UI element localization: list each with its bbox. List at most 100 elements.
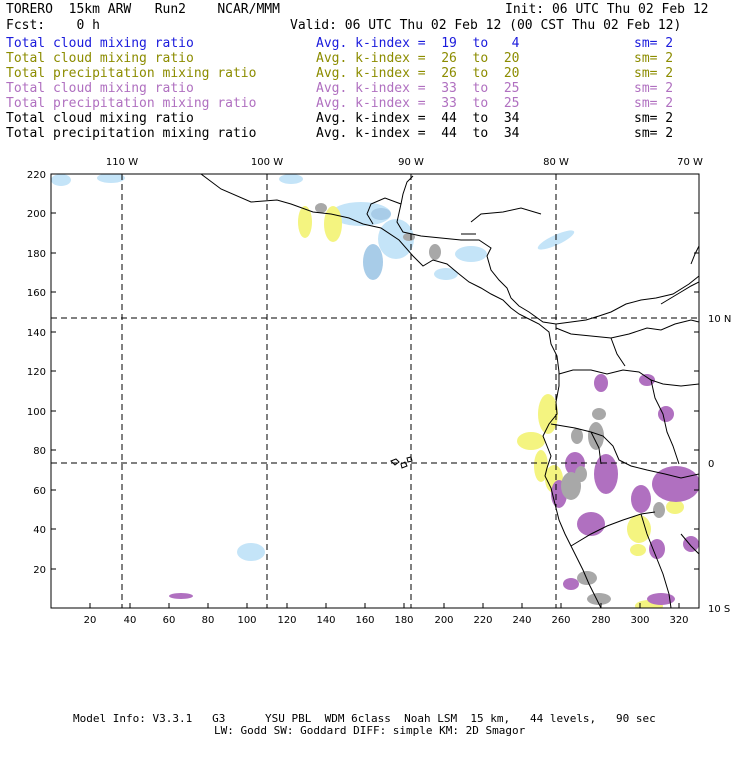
cloud-patch — [571, 428, 583, 444]
cloud-grey-layer — [315, 203, 665, 605]
cloud-blue-layer — [363, 208, 391, 280]
cloud-patch — [315, 203, 327, 213]
cloud-patch — [324, 206, 342, 242]
legend-row: Total precipitation mixing ratio Avg. k-… — [6, 66, 736, 81]
legend-variable: Total cloud mixing ratio — [6, 111, 194, 126]
cloud-patch — [538, 394, 558, 434]
cloud-patch — [587, 593, 611, 605]
forecast-hour: Fcst: 0 h — [6, 18, 100, 33]
cloud-patch — [639, 374, 655, 386]
legend-k-index: Avg. k-index = 26 to 20 — [316, 51, 520, 66]
legend-row: Total cloud mixing ratio Avg. k-index = … — [6, 51, 736, 66]
cloud-patch — [575, 466, 587, 482]
legend-smoothing: sm= 2 — [634, 111, 674, 126]
cloud-patch — [683, 536, 699, 552]
legend-variable: Total precipitation mixing ratio — [6, 66, 257, 81]
cloud-patch — [363, 244, 383, 280]
lat-label: 10 S — [708, 604, 730, 615]
cloud-patch — [630, 544, 646, 556]
cloud-patch — [594, 374, 608, 392]
cloud-patch — [378, 219, 414, 259]
legend-variable: Total cloud mixing ratio — [6, 81, 194, 96]
model-info: Model Info: V3.3.1 G3 YSU PBL WDM 6class… — [73, 712, 656, 725]
y-tick-label: 100 — [27, 407, 46, 418]
y-tick-label: 80 — [33, 446, 46, 457]
legend-row: Total cloud mixing ratio Avg. k-index = … — [6, 111, 736, 126]
cloud-patch — [647, 593, 675, 605]
map-frame — [50, 173, 700, 609]
y-tick-label: 60 — [33, 486, 46, 497]
x-tick-label: 220 — [473, 615, 492, 626]
x-tick-label: 60 — [163, 615, 176, 626]
cloud-patch — [455, 246, 487, 262]
cloud-patch — [588, 422, 604, 450]
x-tick-label: 280 — [591, 615, 610, 626]
cloud-patch — [237, 543, 265, 561]
coastline-east-caribbean — [660, 245, 699, 305]
legend-smoothing: sm= 2 — [634, 81, 674, 96]
cloud-patch — [577, 571, 597, 585]
coastlines — [200, 174, 699, 608]
cloud-patch — [666, 500, 684, 514]
x-tick-label: 20 — [84, 615, 97, 626]
x-tick-label: 160 — [355, 615, 374, 626]
cloud-patch — [594, 454, 618, 494]
y-tick-label: 220 — [27, 170, 46, 181]
x-tick-label: 320 — [669, 615, 688, 626]
init-time: Init: 06 UTC Thu 02 Feb 12 — [505, 2, 709, 17]
y-tick-label: 160 — [27, 288, 46, 299]
cloud-patch — [658, 406, 674, 422]
cloud-light-blue-layer — [51, 174, 575, 561]
cloud-patch — [434, 268, 458, 280]
lon-label: 90 W — [398, 157, 424, 168]
cloud-patch — [371, 208, 391, 220]
y-axis-ticks — [51, 173, 699, 570]
cloud-yellow-layer — [298, 206, 684, 608]
legend-row: Total cloud mixing ratio Avg. k-index = … — [6, 36, 736, 51]
cloud-patch — [649, 539, 665, 559]
cloud-patch — [279, 174, 303, 184]
map-title: TORERO 15km ARW Run2 NCAR/MMM — [6, 2, 280, 17]
cloud-patch — [653, 502, 665, 518]
coastline-yucatan-cuba — [400, 175, 542, 235]
y-tick-label: 200 — [27, 209, 46, 220]
legend-smoothing: sm= 2 — [634, 96, 674, 111]
lon-label: 100 W — [251, 157, 283, 168]
legend-k-index: Avg. k-index = 44 to 34 — [316, 126, 520, 141]
cloud-patch — [51, 174, 71, 186]
valid-time: Valid: 06 UTC Thu 02 Feb 12 (00 CST Thu … — [290, 18, 682, 33]
legend-variable: Total cloud mixing ratio — [6, 51, 194, 66]
cloud-patch — [631, 485, 651, 513]
cloud-patch — [577, 512, 605, 536]
y-tick-label: 140 — [27, 328, 46, 339]
x-tick-label: 240 — [512, 615, 531, 626]
x-tick-label: 120 — [277, 615, 296, 626]
legend-k-index: Avg. k-index = 19 to 4 — [316, 36, 520, 51]
coastline-south-america-west — [526, 317, 602, 608]
legend-variable: Total cloud mixing ratio — [6, 36, 194, 51]
y-tick-label: 40 — [33, 525, 46, 536]
y-axis-labels: 220 200 180 160 140 120 100 80 60 40 20 — [27, 170, 46, 576]
legend-k-index: Avg. k-index = 26 to 20 — [316, 66, 520, 81]
cloud-patch — [627, 515, 651, 543]
x-tick-label: 200 — [434, 615, 453, 626]
plot-area: 220 200 180 160 140 120 100 80 60 40 20 … — [27, 170, 700, 626]
x-tick-label: 40 — [124, 615, 137, 626]
cloud-purple-layer — [169, 374, 699, 605]
lat-label: 0 — [708, 459, 714, 470]
legend-variable: Total precipitation mixing ratio — [6, 126, 257, 141]
cloud-patch — [592, 408, 606, 420]
cloud-patch — [298, 206, 312, 238]
x-tick-label: 100 — [237, 615, 256, 626]
lon-label: 110 W — [106, 157, 138, 168]
lat-lon-grid — [51, 174, 699, 608]
coastline-central-america — [200, 174, 528, 319]
legend-k-index: Avg. k-index = 33 to 25 — [316, 81, 520, 96]
cloud-patch — [429, 244, 441, 260]
cloud-patch — [517, 432, 545, 450]
cloud-patch — [331, 202, 391, 226]
x-tick-label: 140 — [316, 615, 335, 626]
legend-k-index: Avg. k-index = 44 to 34 — [316, 111, 520, 126]
x-axis-labels: 20 40 60 80 100 120 140 160 180 200 220 … — [84, 615, 689, 626]
x-tick-label: 180 — [394, 615, 413, 626]
